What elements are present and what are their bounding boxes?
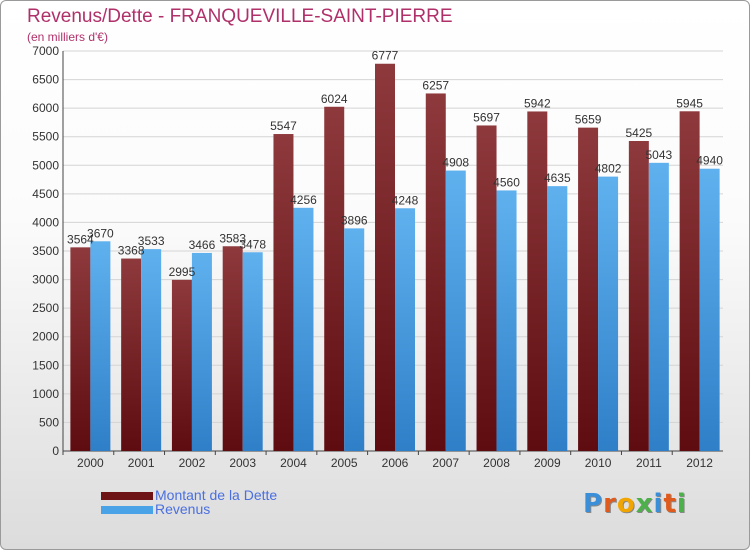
legend-label-dette: Montant de la Dette — [155, 487, 278, 503]
y-tick-label: 7000 — [32, 44, 59, 58]
x-tick-label: 2000 — [77, 456, 104, 470]
bar-dette — [679, 111, 700, 452]
bar-revenus — [90, 241, 111, 451]
data-label-revenus: 4940 — [696, 154, 723, 168]
bar-revenus — [293, 207, 314, 451]
bar-revenus — [141, 249, 162, 451]
data-label-revenus: 3478 — [239, 237, 266, 251]
data-label-dette: 5425 — [625, 126, 652, 140]
bar-revenus — [699, 168, 720, 451]
chart-subtitle: (en milliers d'€) — [27, 30, 108, 44]
data-label-dette: 3368 — [118, 244, 145, 258]
y-tick-label: 1000 — [32, 387, 59, 401]
y-tick-label: 500 — [39, 415, 59, 429]
y-tick-label: 6000 — [32, 101, 59, 115]
bar-revenus — [191, 252, 212, 451]
data-label-dette: 5659 — [575, 113, 602, 127]
data-label-dette: 5942 — [524, 96, 551, 110]
x-tick-label: 2006 — [382, 456, 409, 470]
bar-revenus — [648, 162, 669, 452]
data-label-dette: 5547 — [270, 119, 297, 133]
bar-dette — [70, 247, 91, 451]
x-tick-label: 2004 — [280, 456, 307, 470]
bar-revenus — [496, 190, 517, 451]
data-label-dette: 6257 — [422, 78, 449, 92]
data-label-dette: 5697 — [473, 110, 500, 124]
data-label-revenus: 3533 — [138, 234, 165, 248]
bar-dette — [527, 111, 548, 451]
bar-dette — [121, 258, 142, 451]
chart-title: Revenus/Dette - FRANQUEVILLE-SAINT-PIERR… — [27, 6, 453, 27]
bar-revenus — [547, 186, 568, 451]
bar-revenus — [598, 176, 619, 451]
bar-dette — [171, 279, 192, 451]
x-tick-label: 2010 — [585, 456, 612, 470]
y-tick-label: 4500 — [32, 187, 59, 201]
legend-swatch-revenus — [101, 506, 153, 514]
data-label-dette: 2995 — [169, 265, 196, 279]
legend-label-revenus: Revenus — [155, 501, 211, 517]
data-label-revenus: 3466 — [189, 238, 216, 252]
data-label-dette: 6777 — [372, 49, 399, 63]
y-tick-label: 3500 — [32, 244, 59, 258]
bar-dette — [476, 125, 497, 451]
y-tick-label: 3000 — [32, 273, 59, 287]
data-label-revenus: 4560 — [493, 175, 520, 189]
x-tick-label: 2009 — [534, 456, 561, 470]
data-label-revenus: 4256 — [290, 193, 317, 207]
y-tick-label: 0 — [52, 444, 59, 458]
legend-swatch-dette — [101, 492, 153, 500]
bar-revenus — [242, 252, 263, 451]
y-tick-label: 6500 — [32, 73, 59, 87]
y-tick-label: 5500 — [32, 130, 59, 144]
x-tick-label: 2012 — [686, 456, 713, 470]
y-tick-label: 4000 — [32, 215, 59, 229]
data-label-revenus: 4802 — [595, 162, 622, 176]
data-label-dette: 3583 — [219, 231, 246, 245]
bar-dette — [628, 141, 649, 451]
data-label-revenus: 4635 — [544, 171, 571, 185]
data-label-dette: 5945 — [676, 96, 703, 110]
y-tick-label: 5000 — [32, 158, 59, 172]
bar-revenus — [395, 208, 415, 451]
x-tick-label: 2001 — [128, 456, 155, 470]
x-tick-label: 2002 — [179, 456, 206, 470]
x-tick-label: 2011 — [636, 456, 662, 470]
data-label-dette: 6024 — [321, 92, 348, 106]
data-label-revenus: 3670 — [87, 226, 114, 240]
data-label-revenus: 4248 — [392, 193, 419, 207]
x-tick-label: 2008 — [483, 456, 510, 470]
x-tick-label: 2005 — [331, 456, 358, 470]
bar-dette — [375, 63, 395, 451]
y-tick-label: 2500 — [32, 301, 59, 315]
bar-revenus — [445, 170, 466, 452]
bar-dette — [578, 127, 599, 451]
x-tick-label: 2003 — [229, 456, 256, 470]
x-tick-label: 2007 — [432, 456, 459, 470]
data-label-revenus: 4908 — [442, 156, 469, 170]
data-label-revenus: 3896 — [341, 213, 368, 227]
bar-dette — [222, 246, 243, 451]
bar-dette — [425, 93, 446, 451]
bar-dette — [324, 106, 345, 452]
data-label-revenus: 5043 — [645, 148, 672, 162]
proxiti-logo: Proxiti — [583, 489, 687, 519]
y-tick-label: 1500 — [32, 358, 59, 372]
bar-revenus — [344, 228, 365, 451]
data-label-dette: 3564 — [67, 232, 94, 246]
y-tick-label: 2000 — [32, 330, 59, 344]
bar-dette — [273, 134, 294, 451]
